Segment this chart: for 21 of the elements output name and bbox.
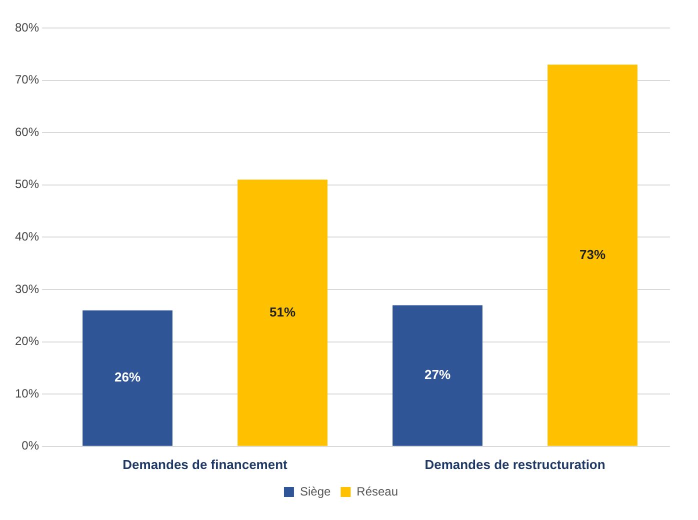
y-tick-label: 80%	[14, 20, 40, 34]
legend-label: Siège	[300, 484, 331, 498]
bar	[392, 305, 482, 446]
bar	[82, 310, 172, 446]
y-tick-label: 0%	[22, 438, 40, 453]
y-tick-label: 50%	[14, 177, 40, 192]
data-label: 27%	[424, 367, 451, 382]
y-tick-label: 60%	[14, 124, 40, 139]
data-label: 73%	[579, 246, 606, 262]
y-tick-label: 30%	[14, 282, 40, 296]
x-tick-label: Demandes de restructuration	[424, 456, 606, 472]
data-label: 26%	[114, 370, 141, 385]
legend-label: Réseau	[356, 484, 398, 498]
y-tick-label: 40%	[14, 230, 40, 244]
bar	[238, 180, 328, 446]
y-tick-label: 10%	[14, 386, 40, 400]
bar	[548, 64, 638, 446]
data-label: 51%	[269, 304, 296, 320]
x-tick-label: Demandes de financement	[122, 456, 288, 472]
y-tick-label: 20%	[14, 334, 40, 348]
y-tick-label: 70%	[14, 72, 40, 87]
